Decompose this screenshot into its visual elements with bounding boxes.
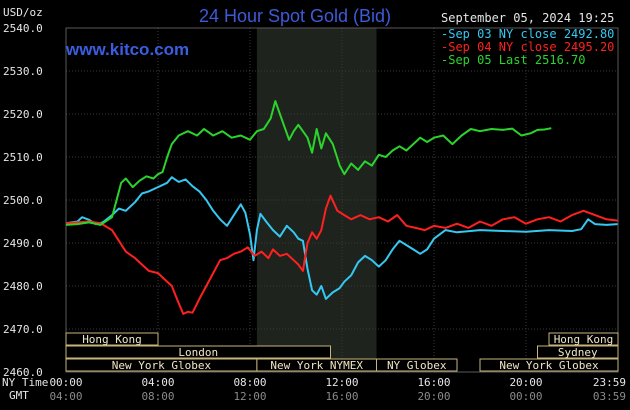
x-tick-label-ny: 12:00	[325, 376, 358, 389]
legend-label-sep04: Sep 04 NY close 2495.20	[448, 40, 614, 54]
x-tick-label-gmt: 08:00	[141, 390, 174, 403]
x-tick-label-ny: 23:59	[593, 376, 626, 389]
x-tick-label-ny: 00:00	[49, 376, 82, 389]
x-tick-label-gmt: 20:00	[417, 390, 450, 403]
legend-item-sep05: -Sep 05 Last 2516.70	[441, 53, 586, 67]
x-tick-label-gmt: 16:00	[325, 390, 358, 403]
ny-time-axis-label: NY Time	[2, 376, 48, 389]
market-label: London	[178, 346, 218, 359]
plot-frame	[65, 27, 619, 373]
series-line-2	[65, 100, 552, 226]
market-label: New York Globex	[499, 359, 599, 372]
x-tick-label-ny: 04:00	[141, 376, 174, 389]
x-tick-label-ny: 20:00	[509, 376, 542, 389]
series-line-0	[65, 176, 618, 300]
x-tick-label-gmt: 03:59	[593, 390, 626, 403]
y-tick-label: 2520.0	[3, 108, 43, 121]
market-bar	[537, 345, 619, 359]
y-tick-label: 2540.0	[3, 22, 43, 35]
x-tick-label-gmt: 12:00	[233, 390, 266, 403]
y-tick-label: 2530.0	[3, 65, 43, 78]
chart-title: 24 Hour Spot Gold (Bid)	[199, 6, 391, 26]
legend-item-sep03: -Sep 03 NY close 2492.80	[441, 27, 614, 41]
market-bar	[376, 358, 458, 372]
market-label: Hong Kong	[82, 333, 142, 346]
y-axis-unit-label: USD/oz	[3, 6, 43, 19]
gmt-axis-label: GMT	[9, 389, 29, 402]
market-label: New York Globex	[112, 359, 212, 372]
session-shade	[256, 28, 377, 372]
x-tick-label-ny: 16:00	[417, 376, 450, 389]
y-tick-label: 2500.0	[3, 194, 43, 207]
market-bar	[65, 345, 331, 359]
market-label: NY Globex	[387, 359, 447, 372]
y-tick-label: 2510.0	[3, 151, 43, 164]
x-tick-label-ny: 08:00	[233, 376, 266, 389]
legend-label-sep03: Sep 03 NY close 2492.80	[448, 27, 614, 41]
legend-label-sep05: Sep 05 Last 2516.70	[448, 53, 585, 67]
x-tick-label-gmt: 04:00	[49, 390, 82, 403]
market-label: Sydney	[558, 346, 598, 359]
market-bar	[479, 358, 619, 372]
x-tick-label-gmt: 00:00	[509, 390, 542, 403]
market-bar	[548, 332, 619, 346]
market-bar	[65, 332, 159, 346]
legend-item-sep04: -Sep 04 NY close 2495.20	[441, 40, 614, 54]
y-tick-label: 2490.0	[3, 237, 43, 250]
date-stamp: September 05, 2024 19:25	[441, 11, 614, 25]
series-line-1	[65, 194, 618, 315]
market-label: New York NYMEX	[270, 359, 363, 372]
axes: 2540.0 2530.0 2520.0 2510.0 2500.0 2490.0 2480…	[3, 22, 626, 403]
legend: -Sep 03 NY close 2492.80 -Sep 04 NY clos…	[441, 27, 614, 67]
site-watermark: www.kitco.com	[65, 40, 189, 59]
y-tick-label: 2460.0	[3, 366, 43, 379]
market-label: Hong Kong	[554, 333, 614, 346]
y-tick-label: 2480.0	[3, 280, 43, 293]
grid	[65, 27, 619, 373]
y-tick-label: 2470.0	[3, 323, 43, 336]
series-group	[65, 100, 618, 315]
